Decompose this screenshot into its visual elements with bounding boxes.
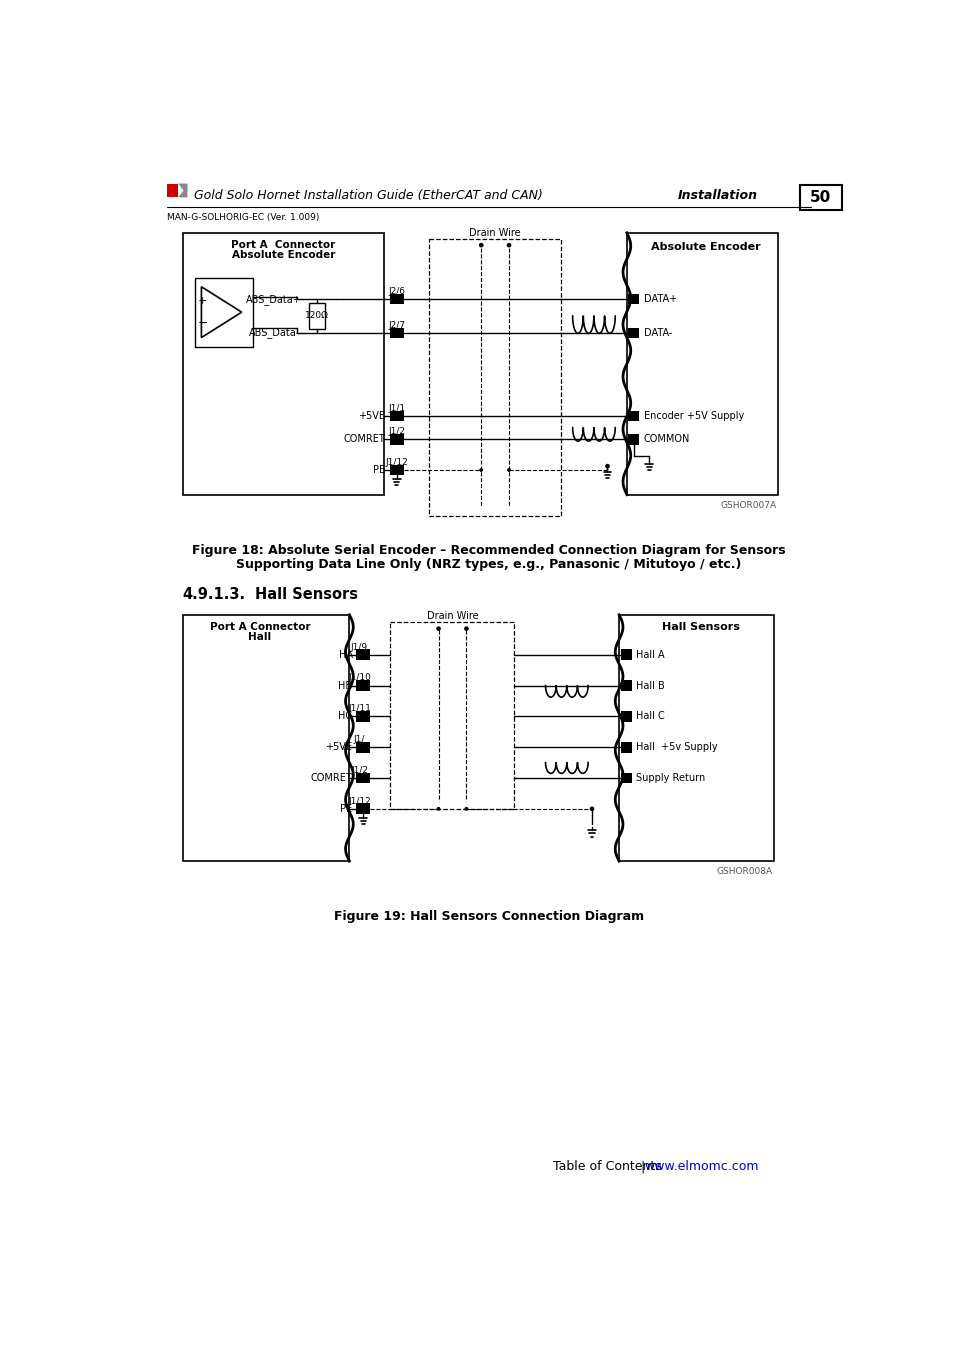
Text: J1/1: J1/1 bbox=[388, 404, 405, 413]
Bar bbox=[799, 185, 841, 209]
Text: Absolute Encoder: Absolute Encoder bbox=[651, 242, 760, 251]
Text: J1/12: J1/12 bbox=[385, 458, 408, 467]
Text: Port A Connector: Port A Connector bbox=[210, 622, 310, 632]
Bar bbox=[620, 772, 631, 783]
Text: +5VE: +5VE bbox=[357, 412, 385, 421]
Text: PE: PE bbox=[373, 464, 385, 475]
Circle shape bbox=[507, 468, 511, 472]
Bar bbox=[356, 649, 370, 660]
Text: Table of Contents: Table of Contents bbox=[553, 1161, 661, 1173]
Bar bbox=[390, 433, 403, 444]
Circle shape bbox=[478, 243, 483, 247]
Bar bbox=[429, 239, 560, 516]
Circle shape bbox=[464, 807, 468, 811]
Bar bbox=[195, 278, 253, 347]
Text: COMMON: COMMON bbox=[643, 435, 690, 444]
Text: ABS_Data+: ABS_Data+ bbox=[246, 293, 302, 305]
Bar bbox=[356, 680, 370, 691]
Text: Absolute Encoder: Absolute Encoder bbox=[232, 250, 335, 261]
Text: GSHOR008A: GSHOR008A bbox=[716, 868, 772, 876]
Circle shape bbox=[436, 807, 440, 811]
Text: J1/9: J1/9 bbox=[351, 643, 368, 652]
Bar bbox=[628, 433, 639, 444]
Polygon shape bbox=[178, 184, 187, 197]
Text: J1/11: J1/11 bbox=[348, 705, 371, 713]
Circle shape bbox=[436, 626, 440, 630]
Circle shape bbox=[464, 626, 468, 630]
Text: DATA-: DATA- bbox=[643, 328, 672, 338]
Bar bbox=[390, 464, 403, 475]
Bar bbox=[390, 294, 403, 305]
Text: Encoder +5V Supply: Encoder +5V Supply bbox=[643, 412, 743, 421]
Text: Hall Sensors: Hall Sensors bbox=[254, 587, 357, 602]
Text: Figure 19: Hall Sensors Connection Diagram: Figure 19: Hall Sensors Connection Diagr… bbox=[334, 910, 643, 923]
Text: Hall Sensors: Hall Sensors bbox=[660, 622, 739, 632]
Bar bbox=[356, 772, 370, 783]
Bar bbox=[620, 741, 631, 752]
Text: Installation: Installation bbox=[677, 189, 757, 202]
Bar bbox=[309, 302, 324, 329]
Bar bbox=[628, 410, 639, 421]
Text: J2/6: J2/6 bbox=[388, 286, 405, 296]
Bar bbox=[183, 614, 349, 861]
Text: J1/: J1/ bbox=[354, 734, 365, 744]
Text: PE: PE bbox=[340, 803, 353, 814]
Bar bbox=[620, 680, 631, 691]
Bar bbox=[390, 410, 403, 421]
Bar bbox=[167, 184, 178, 197]
Circle shape bbox=[604, 464, 609, 468]
Text: −: − bbox=[197, 317, 208, 331]
Text: GSHOR007A: GSHOR007A bbox=[720, 501, 776, 510]
Bar bbox=[390, 622, 514, 809]
Circle shape bbox=[478, 468, 482, 472]
Text: HB: HB bbox=[338, 680, 353, 691]
Bar bbox=[626, 232, 778, 494]
Bar bbox=[618, 614, 773, 861]
Text: Gold Solo Hornet Installation Guide (EtherCAT and CAN): Gold Solo Hornet Installation Guide (Eth… bbox=[193, 189, 542, 202]
Text: 4.9.1.3.: 4.9.1.3. bbox=[183, 587, 246, 602]
Circle shape bbox=[589, 806, 594, 811]
Bar bbox=[356, 803, 370, 814]
Text: MAN-G-SOLHORIG-EC (Ver. 1.009): MAN-G-SOLHORIG-EC (Ver. 1.009) bbox=[167, 213, 319, 221]
Bar bbox=[356, 741, 370, 752]
Text: Supporting Data Line Only (NRZ types, e.g., Panasonic / Mitutoyo / etc.): Supporting Data Line Only (NRZ types, e.… bbox=[236, 558, 740, 571]
Text: COMRET: COMRET bbox=[311, 774, 353, 783]
Text: Hall B: Hall B bbox=[636, 680, 664, 691]
Text: Drain Wire: Drain Wire bbox=[426, 612, 477, 621]
Text: Drain Wire: Drain Wire bbox=[469, 228, 520, 238]
Text: 50: 50 bbox=[809, 190, 830, 205]
Text: J1/10: J1/10 bbox=[348, 674, 371, 682]
Text: Hall: Hall bbox=[248, 632, 272, 643]
Text: DATA+: DATA+ bbox=[643, 294, 677, 304]
Text: J1/12: J1/12 bbox=[348, 796, 371, 806]
Text: 120Ω: 120Ω bbox=[305, 312, 329, 320]
Bar bbox=[620, 711, 631, 722]
Bar bbox=[390, 328, 403, 339]
Text: +5VE: +5VE bbox=[325, 743, 353, 752]
Text: www.elmomc.com: www.elmomc.com bbox=[644, 1161, 759, 1173]
Text: Hall A: Hall A bbox=[636, 649, 664, 660]
Text: |: | bbox=[639, 1161, 643, 1173]
Text: Port A  Connector: Port A Connector bbox=[232, 240, 335, 250]
Bar bbox=[620, 649, 631, 660]
Text: +: + bbox=[197, 296, 207, 305]
Text: J1/2: J1/2 bbox=[351, 765, 368, 775]
Bar bbox=[628, 294, 639, 305]
Text: Figure 18: Absolute Serial Encoder – Recommended Connection Diagram for Sensors: Figure 18: Absolute Serial Encoder – Rec… bbox=[192, 544, 785, 558]
Text: Supply Return: Supply Return bbox=[636, 774, 704, 783]
Text: HA: HA bbox=[338, 649, 353, 660]
Text: Hall  +5v Supply: Hall +5v Supply bbox=[636, 743, 717, 752]
Text: J1/2: J1/2 bbox=[388, 427, 405, 436]
Text: HC: HC bbox=[338, 711, 353, 721]
Bar bbox=[183, 232, 384, 494]
Text: ABS_Data-: ABS_Data- bbox=[249, 328, 299, 339]
Circle shape bbox=[506, 243, 511, 247]
Text: COMRET: COMRET bbox=[343, 435, 385, 444]
Text: J2/7: J2/7 bbox=[388, 321, 405, 329]
Text: Hall C: Hall C bbox=[636, 711, 664, 721]
Bar bbox=[356, 711, 370, 722]
Bar bbox=[628, 328, 639, 339]
